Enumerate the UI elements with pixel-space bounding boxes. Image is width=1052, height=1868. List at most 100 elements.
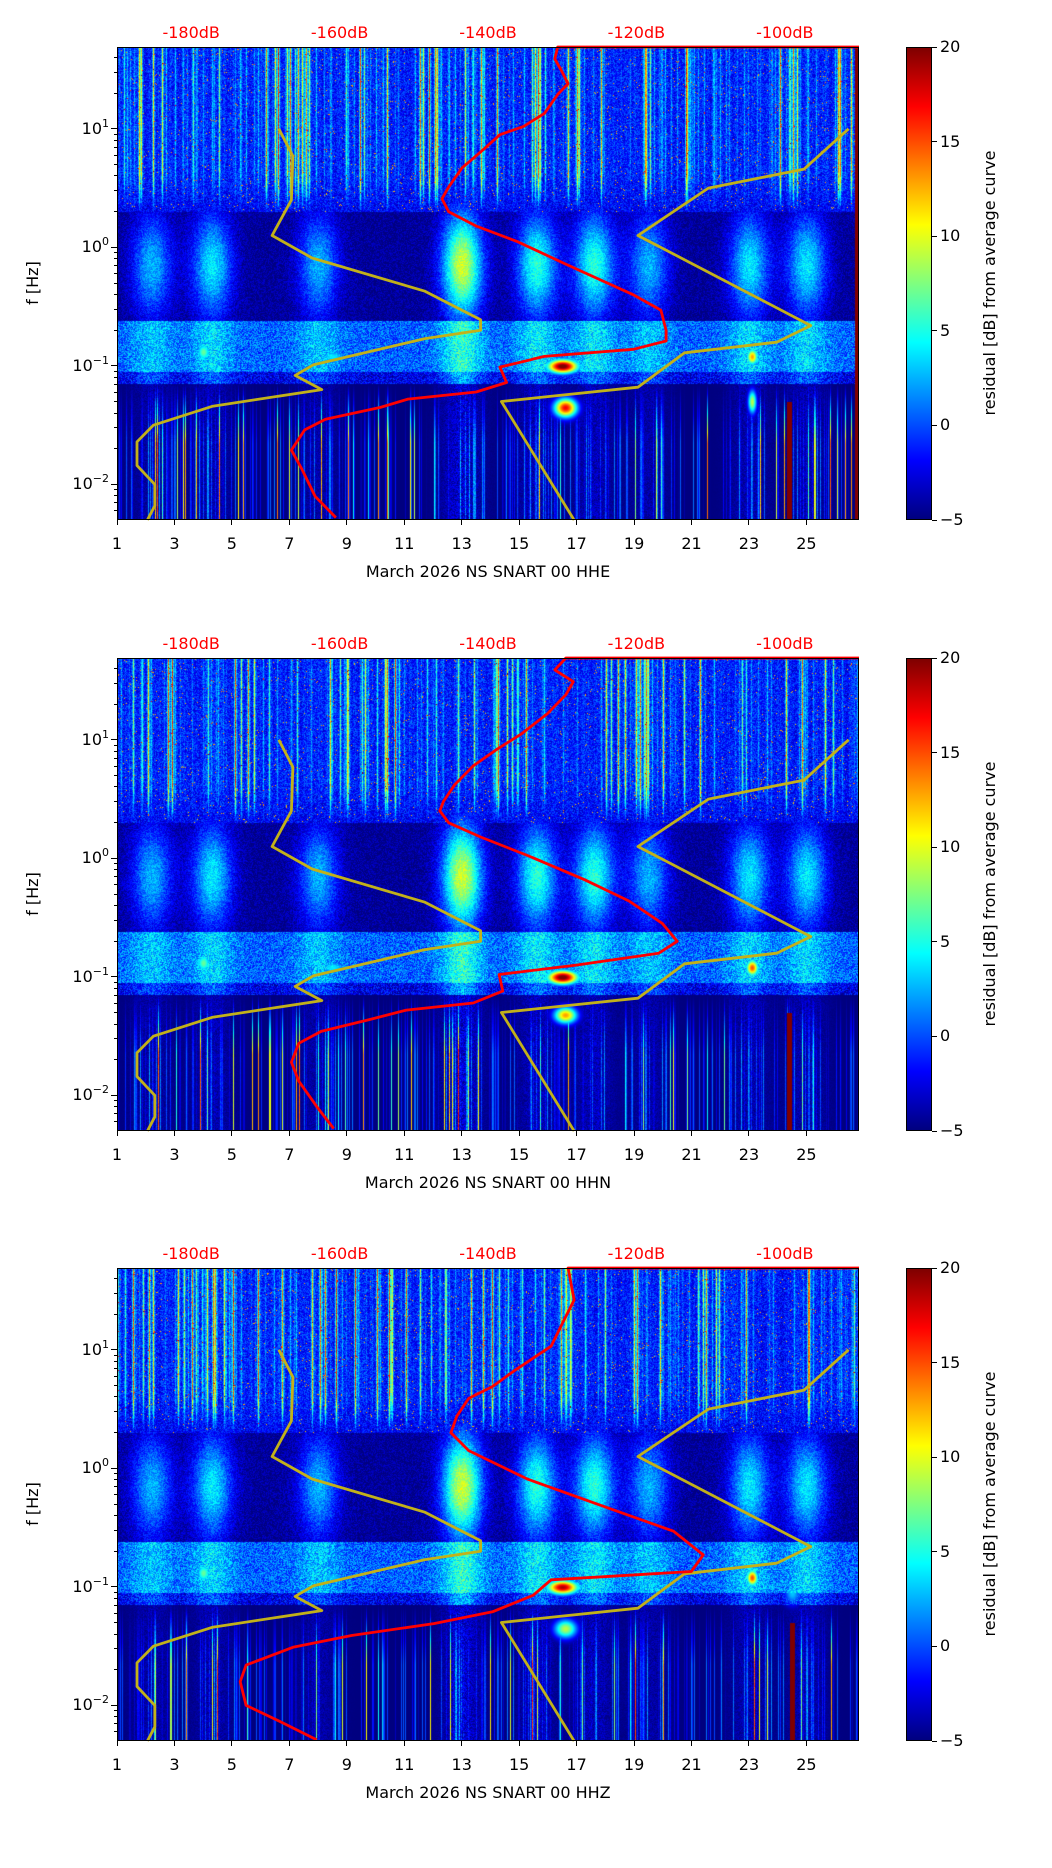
- x-tick-label: 15: [508, 534, 530, 553]
- x-tick-mark: [748, 520, 750, 525]
- y-tick-mark: [111, 365, 117, 367]
- colorbar-tick-mark: [932, 424, 937, 426]
- x-tick-label: 9: [341, 1145, 352, 1164]
- y-tick-mark: [111, 1704, 117, 1706]
- y-minor-tick: [114, 703, 117, 705]
- y-tick-label: 101: [82, 729, 109, 748]
- y-tick-mark: [111, 1467, 117, 1469]
- x-tick-mark: [346, 1741, 348, 1746]
- x-tick-label: 17: [566, 1145, 587, 1164]
- y-minor-tick: [114, 1604, 117, 1606]
- y-minor-tick: [114, 994, 117, 996]
- y-minor-tick: [114, 1121, 117, 1123]
- x-tick-label: 21: [681, 1145, 702, 1164]
- y-minor-tick: [114, 786, 117, 788]
- x-tick-label: 9: [341, 1755, 352, 1774]
- x-tick-mark: [173, 1741, 175, 1746]
- y-minor-tick: [114, 1550, 117, 1552]
- colorbar-label: residual [dB] from average curve: [980, 150, 999, 416]
- y-minor-tick: [114, 1503, 117, 1505]
- db-tick-label: -160dB: [310, 1244, 369, 1263]
- y-minor-tick: [114, 71, 117, 73]
- x-axis-label: March 2026 NS SNART 00 HHE: [365, 562, 611, 581]
- y-tick-mark: [111, 483, 117, 485]
- colorbar-tick-label: 0: [940, 1026, 951, 1046]
- spectrogram-panel-1: 1 3 5 7 9 11 13 15 17 19 21 23 25 -180dB -160dB -140dB -…: [0, 25, 1052, 647]
- y-minor-tick: [114, 370, 117, 372]
- x-tick-label: 9: [341, 534, 352, 553]
- y-tick-mark: [111, 1349, 117, 1351]
- y-minor-tick: [114, 154, 117, 156]
- y-minor-tick: [114, 92, 117, 94]
- x-tick-label: 21: [681, 1755, 702, 1774]
- x-tick-mark: [231, 1741, 233, 1746]
- y-minor-tick: [114, 682, 117, 684]
- curves-overlay: [135, 656, 859, 1132]
- y-minor-tick: [114, 940, 117, 942]
- colorbar-tick-mark: [932, 519, 937, 521]
- y-minor-tick: [114, 265, 117, 267]
- y-minor-tick: [114, 1432, 117, 1434]
- y-tick-mark: [111, 1094, 117, 1096]
- y-minor-tick: [114, 1669, 117, 1671]
- y-minor-tick: [114, 1100, 117, 1102]
- y-axis-label: f [Hz]: [23, 872, 42, 916]
- spectrogram-image: [117, 658, 859, 1131]
- colorbar-tick-label: 5: [940, 320, 951, 340]
- y-tick-base: 10: [72, 355, 93, 375]
- colorbar-tick-mark: [932, 141, 937, 143]
- y-minor-tick: [114, 163, 117, 165]
- db-tick-label: -180dB: [162, 1244, 220, 1263]
- x-tick-label: 25: [796, 1755, 817, 1774]
- y-tick-base: 10: [72, 1085, 93, 1105]
- colorbar-tick-label: 5: [940, 931, 951, 951]
- x-tick-mark: [116, 1741, 118, 1746]
- y-minor-tick: [114, 981, 117, 983]
- y-minor-tick: [114, 884, 117, 886]
- y-tick-exponent: 1: [102, 727, 109, 741]
- y-tick-base: 10: [72, 474, 93, 494]
- x-tick-mark: [231, 1131, 233, 1136]
- x-tick-mark: [288, 520, 290, 525]
- db-tick-label: -120dB: [607, 634, 666, 653]
- y-minor-tick: [114, 252, 117, 254]
- nlnm-curve: [135, 739, 483, 1132]
- y-minor-tick: [114, 1597, 117, 1599]
- colorbar-tick-mark: [932, 1551, 937, 1553]
- colorbar-tick-label: 10: [940, 1447, 961, 1467]
- y-minor-tick: [114, 1473, 117, 1475]
- curves-overlay: [135, 45, 859, 521]
- y-minor-tick: [114, 139, 117, 141]
- x-tick-mark: [518, 520, 520, 525]
- x-tick-mark: [518, 1131, 520, 1136]
- x-tick-mark: [518, 1741, 520, 1746]
- y-minor-tick: [114, 1494, 117, 1496]
- y-tick-label: 100: [82, 1457, 109, 1476]
- y-minor-tick: [114, 1515, 117, 1517]
- y-minor-tick: [114, 801, 117, 803]
- y-minor-tick: [114, 427, 117, 429]
- y-minor-tick: [114, 744, 117, 746]
- x-tick-label: 25: [796, 1145, 817, 1164]
- x-tick-label: 19: [623, 1145, 645, 1164]
- x-tick-mark: [748, 1131, 750, 1136]
- x-tick-mark: [576, 1741, 578, 1746]
- colorbar: [906, 47, 932, 520]
- y-tick-exponent: −2: [92, 472, 109, 486]
- y-minor-tick: [114, 308, 117, 310]
- y-minor-tick: [114, 489, 117, 491]
- y-tick-label: 101: [82, 1339, 109, 1358]
- y-tick-base: 10: [81, 118, 102, 138]
- y-minor-tick: [114, 1292, 117, 1294]
- x-tick-mark: [346, 1131, 348, 1136]
- y-tick-mark: [111, 976, 117, 978]
- y-minor-tick: [114, 1277, 117, 1279]
- y-minor-tick: [114, 401, 117, 403]
- y-minor-tick: [114, 1038, 117, 1040]
- x-tick-label: 23: [738, 1755, 760, 1774]
- y-minor-tick: [114, 376, 117, 378]
- db-tick-label: -120dB: [607, 1244, 666, 1263]
- colorbar-tick-label: 10: [940, 837, 961, 857]
- colorbar-tick-mark: [932, 941, 937, 943]
- y-minor-tick: [114, 1002, 117, 1004]
